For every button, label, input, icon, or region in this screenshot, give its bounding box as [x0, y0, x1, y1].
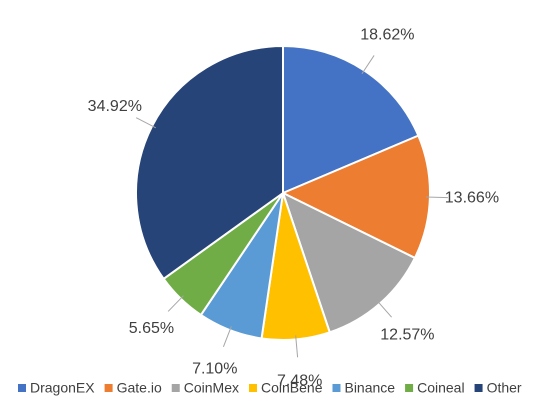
- leader-line: [295, 335, 299, 358]
- legend-swatch: [18, 384, 26, 392]
- leader-line: [376, 300, 392, 318]
- legend-swatch: [248, 384, 257, 392]
- legend-swatch: [171, 384, 180, 392]
- legend-swatch: [104, 384, 113, 392]
- leader-line: [135, 117, 156, 129]
- legend-label: Other: [487, 380, 522, 396]
- legend-label: CoinBene: [261, 380, 323, 396]
- data-label: 34.92%: [88, 98, 142, 115]
- legend-swatch: [405, 384, 414, 392]
- legend-swatch: [474, 384, 483, 392]
- leader-line: [425, 196, 448, 199]
- legend-label: CoinMex: [184, 380, 239, 396]
- legend-label: Binance: [344, 380, 395, 396]
- data-label: 12.57%: [380, 326, 434, 343]
- data-label: 13.66%: [445, 190, 499, 207]
- leader-line: [222, 326, 232, 348]
- legend-swatch: [332, 384, 341, 392]
- legend-label: Gate.io: [117, 380, 162, 396]
- data-label: 18.62%: [360, 27, 414, 44]
- leader-line: [361, 55, 375, 75]
- leader-line: [167, 295, 184, 312]
- data-label: 5.65%: [129, 320, 174, 337]
- data-label: 7.10%: [192, 360, 237, 377]
- legend-label: DragonEX: [30, 380, 95, 396]
- data-label: 7.48%: [277, 372, 322, 389]
- legend-label: Coineal: [417, 380, 464, 396]
